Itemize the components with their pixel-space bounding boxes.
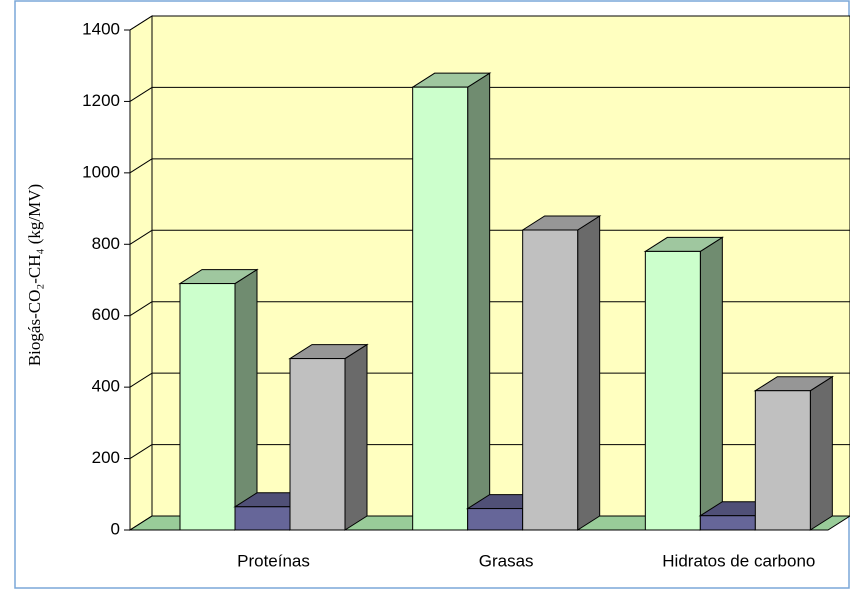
grid-line: [129, 301, 153, 317]
y-axis-label: Biogás-CO₂-CH₄ (kg/MV): [25, 184, 44, 366]
y-tick-label: 0: [111, 519, 120, 538]
x-tick-label: Grasas: [479, 551, 534, 570]
y-tick-label: 1000: [82, 162, 120, 181]
bar: [644, 250, 701, 531]
bar: [522, 229, 579, 531]
grid-line: [129, 444, 153, 459]
bar-side: [234, 268, 258, 531]
x-tick-label: Hidratos de carbono: [662, 551, 815, 570]
y-tick-label: 600: [92, 305, 120, 324]
grid-line: [129, 372, 153, 388]
grid-line: [129, 15, 153, 31]
y-tick-label: 800: [92, 234, 120, 253]
y-tick-label: 1400: [82, 19, 120, 38]
grid-line: [129, 87, 153, 102]
grid-line: [129, 229, 153, 245]
grid-line: [129, 515, 153, 531]
bar: [289, 358, 346, 531]
bar: [467, 508, 524, 531]
bar-side: [467, 72, 491, 531]
bar: [412, 86, 469, 531]
bar-side: [809, 375, 833, 531]
grid-line: [129, 158, 153, 174]
bar-side: [577, 215, 601, 531]
bar: [234, 506, 291, 531]
bar: [179, 283, 236, 531]
bar: [699, 515, 756, 531]
y-tick-label: 400: [92, 377, 120, 396]
side-wall: [129, 15, 153, 531]
bar-side: [344, 343, 368, 531]
bar-side: [699, 236, 723, 531]
y-tick-label: 1200: [82, 91, 120, 110]
bar: [754, 390, 811, 531]
y-tick-label: 200: [92, 448, 120, 467]
x-tick-label: Proteínas: [237, 551, 310, 570]
